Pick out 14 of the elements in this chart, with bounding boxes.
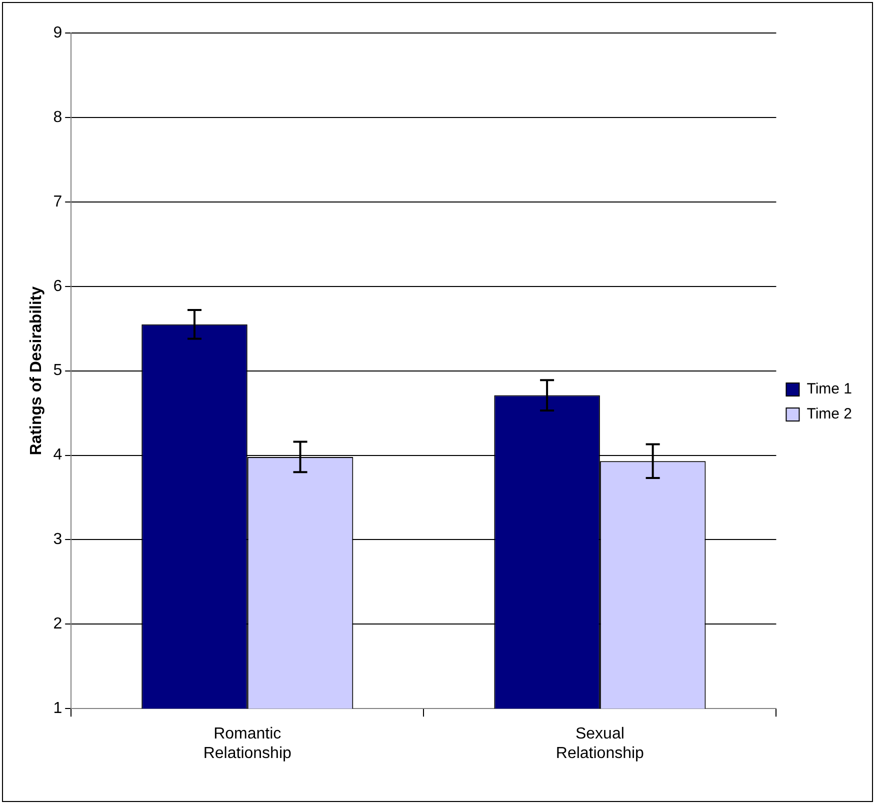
y-tick-label: 8: [53, 108, 62, 126]
y-tick-label: 9: [53, 24, 62, 42]
y-tick-label: 2: [53, 616, 62, 633]
y-tick-label: 4: [53, 446, 62, 464]
y-tick-label: 1: [53, 700, 62, 718]
y-tick-label: 7: [53, 193, 62, 210]
y-tick-label: 5: [53, 362, 62, 380]
x-tick-label: Romantic Relationship: [203, 726, 292, 762]
legend-label: Time 2: [806, 406, 852, 423]
x-tick-label: Sexual Relationship: [556, 726, 644, 762]
y-axis-title: Ratings of Desirability: [28, 286, 46, 456]
y-tick-label: 6: [53, 278, 62, 295]
y-tick-label: 3: [53, 531, 62, 548]
legend-label: Time 1: [806, 380, 852, 398]
